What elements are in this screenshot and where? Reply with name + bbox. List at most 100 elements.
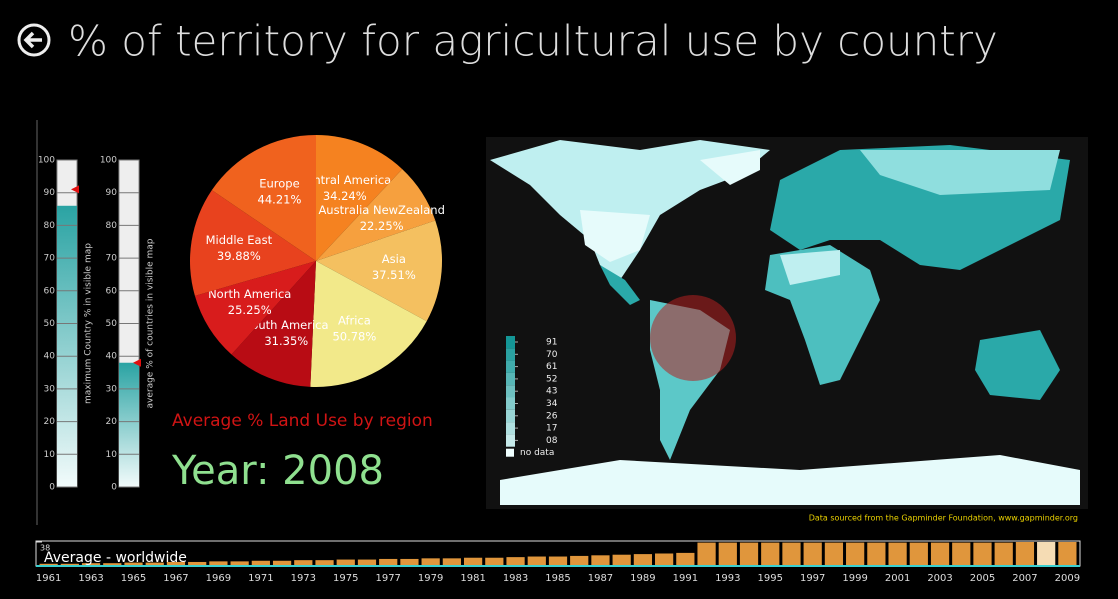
- slice-name: Central America: [298, 173, 391, 187]
- gauge-tick-label: 70: [106, 254, 118, 264]
- map-credit: Data sourced from the Gapminder Foundati…: [809, 514, 1078, 523]
- back-button[interactable]: [17, 23, 51, 57]
- pie-slice: [190, 190, 316, 296]
- timeline-bar: [803, 542, 822, 565]
- slice-label: 44.21%: [258, 192, 302, 206]
- timeline-bar: [612, 554, 631, 565]
- back-circle[interactable]: [17, 23, 51, 57]
- x-tick-label: 1981: [460, 573, 485, 584]
- x-tick-label: 2005: [970, 573, 995, 584]
- slice-label: 22.25%: [360, 219, 404, 233]
- pie-slice: [231, 261, 316, 387]
- legend-swatch: [506, 385, 515, 398]
- timeline-bar: [888, 542, 907, 565]
- gauge-tick-label: 100: [100, 156, 117, 166]
- legend-no-data: no data: [520, 448, 554, 458]
- timeline-bar: [739, 542, 759, 565]
- timeline-bar: [124, 562, 143, 565]
- timeline-bar: [251, 560, 270, 565]
- selection-circle[interactable]: [650, 295, 736, 381]
- year-label: Year: 2008: [171, 448, 384, 494]
- central-america: [600, 265, 640, 305]
- gauge-tick-label: 80: [106, 221, 118, 231]
- x-tick-label: 2009: [1055, 573, 1080, 584]
- x-tick-label: 1973: [291, 573, 316, 584]
- timeline-bar: [379, 558, 398, 565]
- gauge-label: average % of countries in visible map: [146, 238, 156, 408]
- gauge-tick-label: 90: [106, 188, 118, 198]
- gauge-fill: [119, 362, 139, 487]
- x-tick-label: 1987: [588, 573, 613, 584]
- slice-label: 39.88%: [217, 249, 261, 263]
- gauge-tick-label: 20: [106, 417, 118, 427]
- timeline-bar: [357, 559, 377, 565]
- legend-swatch: [506, 434, 515, 447]
- timeline-bar: [230, 561, 249, 565]
- sahara: [780, 250, 840, 285]
- gauge-tick-label: 0: [49, 483, 55, 493]
- russia: [860, 150, 1060, 195]
- gauge-tick-label: 10: [106, 450, 118, 460]
- pie-slice: [211, 135, 316, 261]
- legend-swatch: [506, 397, 515, 410]
- x-tick-label: 1997: [800, 573, 825, 584]
- legend-label: 43: [546, 387, 557, 397]
- slice-name: Europe: [259, 176, 299, 190]
- slice-name: Africa: [338, 314, 371, 328]
- x-tick-label: 1971: [248, 573, 273, 584]
- legend-swatch: [506, 336, 515, 349]
- greenland: [700, 150, 760, 185]
- north-america: [490, 140, 770, 280]
- gauge-label: maximum Country % in visible map: [84, 243, 94, 404]
- gauge-tick-label: 40: [106, 352, 118, 362]
- slice-label: 50.78%: [332, 330, 376, 344]
- timeline-bar: [782, 542, 801, 565]
- timeline-bar: [655, 553, 674, 565]
- timeline-bar: [60, 563, 79, 565]
- x-tick-label: 1977: [375, 573, 400, 584]
- legend-swatch: [506, 422, 515, 435]
- slice-name: Middle East: [206, 233, 273, 247]
- gauge-marker: [71, 185, 79, 194]
- gauge-tick-label: 30: [44, 384, 56, 394]
- pie-slice: [316, 220, 443, 322]
- legend-swatch: [506, 409, 515, 423]
- timeline-bar: [952, 542, 971, 565]
- timeline-bar: [166, 561, 186, 565]
- timeline-bar: [39, 563, 58, 565]
- x-tick-label: 1999: [842, 573, 867, 584]
- gauge-fill: [57, 205, 77, 487]
- x-tick-label: 1989: [630, 573, 655, 584]
- gauge-tick-label: 20: [44, 417, 56, 427]
- pie-slice: [194, 261, 316, 355]
- x-tick-label: 1963: [78, 573, 103, 584]
- timeline-title: Average - worldwide: [44, 550, 187, 566]
- legend-label: 70: [546, 350, 558, 360]
- timeline-bar: [930, 542, 950, 565]
- timeline-bar: [633, 554, 653, 565]
- slice-name: Australia NewZealand: [318, 203, 444, 217]
- timeline-bar: [824, 542, 844, 565]
- x-tick-label: 1995: [758, 573, 783, 584]
- timeline-bar: [103, 563, 122, 565]
- gauge-tick-label: 100: [38, 156, 55, 166]
- gauge-tick-label: 50: [44, 319, 56, 329]
- usa: [580, 210, 650, 262]
- gauge-tick-label: 40: [44, 352, 56, 362]
- legend-label: 17: [546, 424, 557, 434]
- gauge-tick-label: 50: [106, 319, 118, 329]
- pie-slice: [310, 261, 427, 387]
- timeline-bar: [463, 557, 483, 565]
- timeline-bar: [718, 542, 737, 565]
- timeline-bar: [570, 555, 589, 565]
- gauge-tick-label: 10: [44, 450, 56, 460]
- pie-title: Average % Land Use by region: [172, 411, 433, 431]
- x-tick-label: 1983: [503, 573, 528, 584]
- pie-slice: [316, 169, 436, 261]
- timeline-bar: [336, 559, 355, 565]
- legend-label: 08: [546, 436, 558, 446]
- x-tick-label: 1993: [715, 573, 740, 584]
- gauge-tick-label: 60: [44, 286, 56, 296]
- gauge-tick-label: 80: [44, 221, 56, 231]
- back-arrow[interactable]: [23, 31, 42, 49]
